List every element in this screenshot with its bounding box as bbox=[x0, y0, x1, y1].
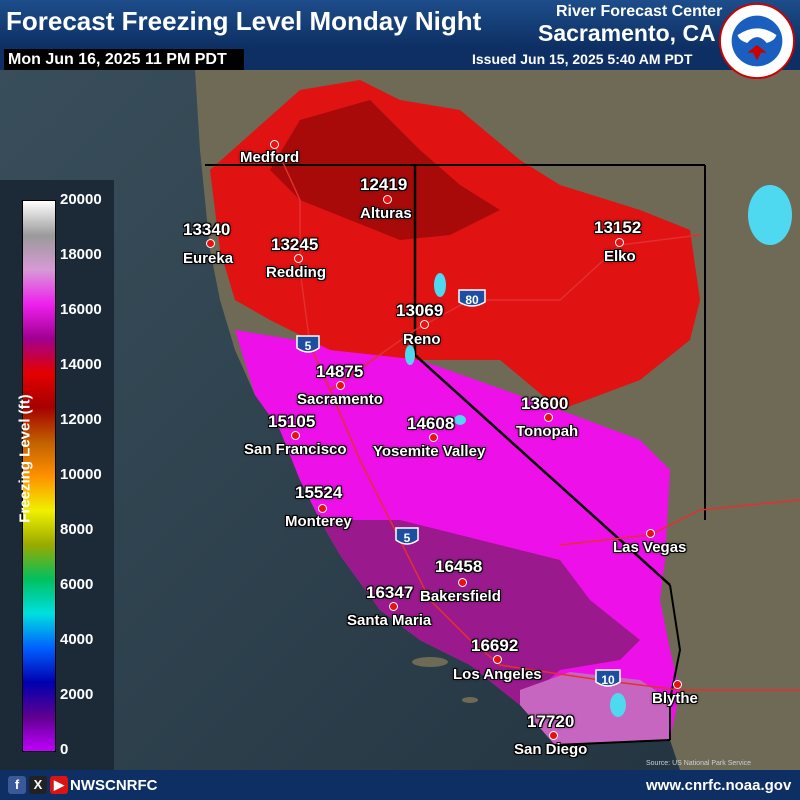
svg-text:80: 80 bbox=[465, 293, 479, 307]
city-value: 13152 bbox=[594, 218, 642, 237]
channel-islands-south bbox=[462, 697, 478, 703]
city-name: Blythe bbox=[652, 690, 698, 707]
youtube-icon[interactable]: ▶ bbox=[50, 776, 68, 794]
city-marker bbox=[493, 655, 502, 664]
city-value: 16458 bbox=[435, 557, 483, 576]
great-salt-lake bbox=[748, 185, 792, 245]
city-name: Alturas bbox=[360, 205, 412, 222]
issued-time: Issued Jun 15, 2025 5:40 AM PDT bbox=[472, 51, 693, 67]
city-marker bbox=[420, 320, 429, 329]
city-name: Tonopah bbox=[516, 423, 579, 440]
city-value: 16347 bbox=[366, 583, 414, 602]
city-value: 14875 bbox=[316, 362, 364, 381]
city-value: 15524 bbox=[295, 483, 343, 502]
legend-tick: 10000 bbox=[60, 466, 102, 483]
valid-time: Mon Jun 16, 2025 11 PM PDT bbox=[4, 49, 244, 70]
city-marker bbox=[291, 431, 300, 440]
state-border-ca-az bbox=[669, 584, 682, 740]
city-name: San Francisco bbox=[244, 441, 347, 458]
city-marker bbox=[270, 140, 279, 149]
city-name: Yosemite Valley bbox=[373, 443, 486, 460]
pyramid-lake bbox=[434, 273, 446, 297]
forecast-center-name: River Forecast Center bbox=[556, 3, 723, 20]
interstate-10: 10 bbox=[595, 669, 621, 687]
legend-tick: 14000 bbox=[60, 356, 102, 373]
city-value: 12419 bbox=[360, 175, 408, 194]
region-purple-coast bbox=[320, 520, 640, 705]
legend-tick: 18000 bbox=[60, 246, 102, 263]
city-value: 13340 bbox=[183, 220, 231, 239]
city-name: Elko bbox=[604, 248, 636, 265]
city-value: 16692 bbox=[471, 636, 519, 655]
city-marker bbox=[389, 602, 398, 611]
city-marker bbox=[294, 254, 303, 263]
city-marker bbox=[615, 238, 624, 247]
city-name: San Diego bbox=[514, 741, 588, 758]
title-bar bbox=[0, 0, 800, 48]
legend-tick: 6000 bbox=[60, 576, 94, 593]
salton-sea bbox=[610, 693, 626, 717]
city-marker bbox=[549, 731, 558, 740]
forecast-center-location: Sacramento, CA bbox=[538, 20, 716, 46]
legend-title: Freezing Level (ft) bbox=[16, 394, 34, 523]
city-name: Santa Maria bbox=[347, 612, 432, 629]
highway-lines bbox=[274, 144, 800, 691]
city-value: 17720 bbox=[527, 712, 575, 731]
map-title: Forecast Freezing Level Monday Night bbox=[6, 6, 482, 36]
city-marker bbox=[318, 504, 327, 513]
city-marker bbox=[383, 195, 392, 204]
legend-tick: 0 bbox=[60, 741, 69, 758]
facebook-icon[interactable]: f bbox=[8, 776, 26, 794]
state-border-ca-mx bbox=[554, 739, 671, 746]
city-name: Eureka bbox=[183, 250, 234, 267]
legend-color-bar bbox=[22, 200, 56, 752]
footer-bar bbox=[0, 770, 800, 800]
city-name: Medford bbox=[240, 149, 300, 166]
city-value: 14608 bbox=[407, 414, 455, 433]
region-pinkish-south bbox=[520, 672, 670, 745]
legend-tick: 8000 bbox=[60, 521, 94, 538]
city-marker bbox=[429, 433, 438, 442]
city-marker bbox=[673, 680, 682, 689]
svg-text:5: 5 bbox=[404, 531, 411, 545]
city-marker bbox=[458, 578, 467, 587]
legend-tick: 16000 bbox=[60, 301, 102, 318]
legend-tick: 20000 bbox=[60, 191, 102, 208]
mono-lake bbox=[454, 415, 466, 425]
legend-panel bbox=[0, 180, 114, 770]
legend-tick: 2000 bbox=[60, 686, 94, 703]
x-icon[interactable]: X bbox=[29, 776, 47, 794]
city-marker bbox=[336, 381, 345, 390]
city-marker bbox=[544, 413, 553, 422]
interstate-5-south: 5 bbox=[395, 527, 419, 545]
channel-islands bbox=[412, 657, 448, 667]
nws-logo-icon bbox=[718, 2, 796, 80]
legend-tick: 4000 bbox=[60, 631, 94, 648]
city-marker bbox=[646, 529, 655, 538]
region-darkred-core bbox=[270, 100, 500, 240]
social-handle[interactable]: NWSCNRFC bbox=[70, 777, 158, 794]
city-name: Las Vegas bbox=[613, 539, 687, 556]
city-name: Reno bbox=[403, 331, 441, 348]
city-value: 13245 bbox=[271, 235, 319, 254]
website-link[interactable]: www.cnrfc.noaa.gov bbox=[646, 777, 792, 794]
legend-tick: 12000 bbox=[60, 411, 102, 428]
city-name: Bakersfield bbox=[420, 588, 501, 605]
interstate-80: 80 bbox=[458, 289, 486, 307]
city-value: 13069 bbox=[396, 301, 444, 320]
source-note: Source: US National Park Service bbox=[646, 760, 752, 767]
city-name: Redding bbox=[266, 264, 326, 281]
svg-text:10: 10 bbox=[601, 673, 615, 687]
city-marker bbox=[206, 239, 215, 248]
svg-text:5: 5 bbox=[305, 339, 312, 353]
interstate-5-north: 5 bbox=[296, 335, 320, 353]
city-value: 13600 bbox=[521, 394, 569, 413]
city-name: Sacramento bbox=[297, 391, 383, 408]
lake-tahoe bbox=[405, 345, 415, 365]
city-value: 15105 bbox=[268, 412, 316, 431]
city-name: Los Angeles bbox=[453, 666, 542, 683]
city-name: Monterey bbox=[285, 513, 352, 530]
